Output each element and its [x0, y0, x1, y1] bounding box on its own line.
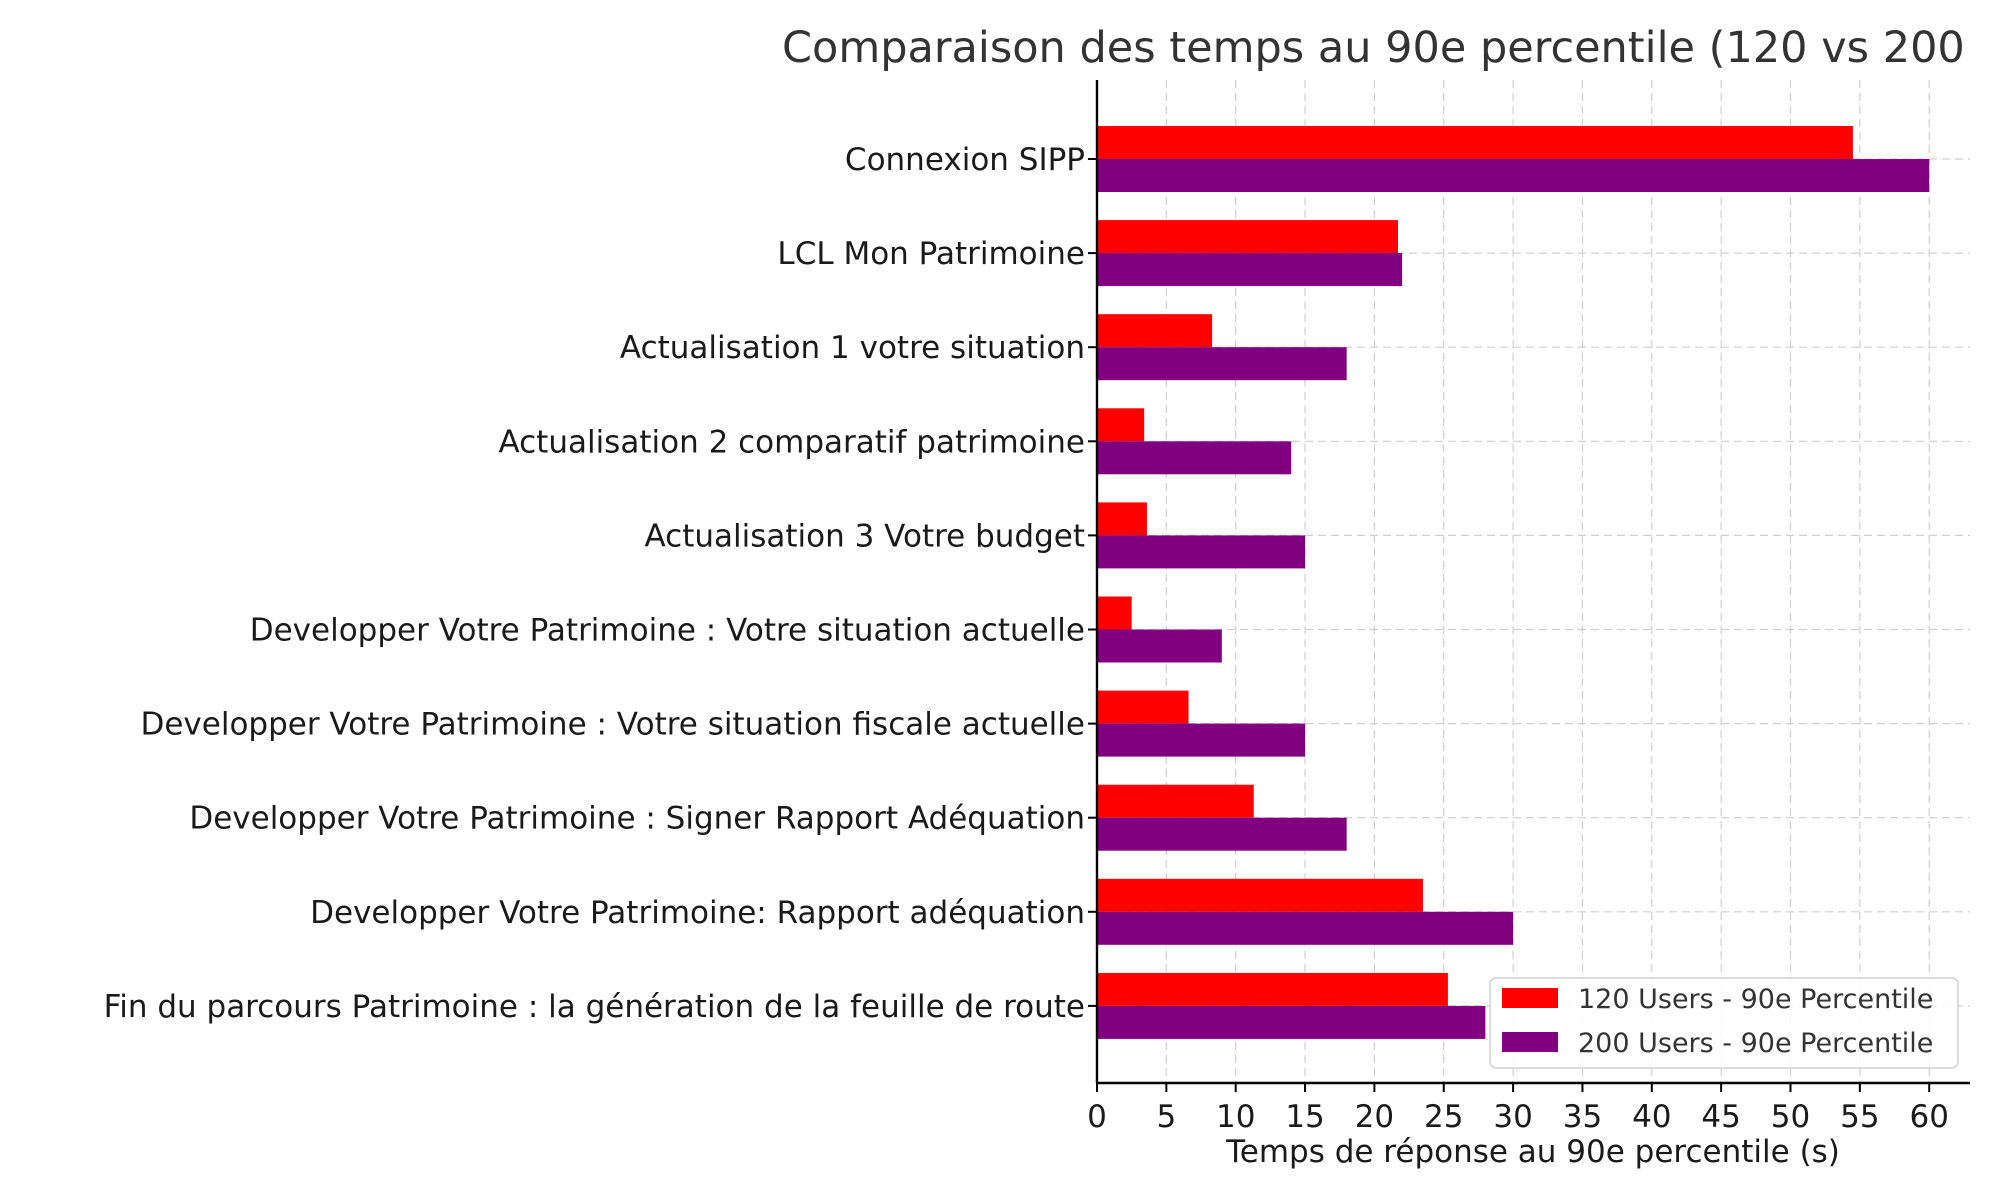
bar-200-users-90e-percentile-actualisation-1-votre-situation [1097, 347, 1347, 381]
x-tick-label: 25 [1424, 1099, 1463, 1135]
category-labels: Connexion SIPP LCL Mon Patrimoine Actualis… [104, 142, 1097, 1025]
bar-120-users-90e-percentile-developper-votre-patrimoine-votre-situation-fiscale-actuelle [1097, 690, 1189, 724]
category-label-connexion-sipp: Connexion SIPP [845, 142, 1085, 178]
bar-120-users-90e-percentile-developper-votre-patrimoine-votre-situation-actuelle [1097, 596, 1132, 630]
category-label-actualisation-1-votre-situation: Actualisation 1 votre situation [620, 330, 1085, 366]
bar-200-users-90e-percentile-actualisation-2-comparatif-patrimoine [1097, 441, 1292, 475]
x-tick-label: 60 [1909, 1099, 1948, 1135]
x-tick-label: 55 [1840, 1099, 1879, 1135]
x-tick-label: 10 [1216, 1099, 1255, 1135]
bar-200-users-90e-percentile-developper-votre-patrimoine-signer-rapport-adequation [1097, 817, 1347, 851]
x-tick-label: 45 [1701, 1099, 1740, 1135]
legend-frame [1489, 977, 1959, 1069]
bar-120-users-90e-percentile-lcl-mon-patrimoine [1097, 220, 1398, 254]
legend-swatch-120-users [1502, 988, 1558, 1008]
legend: 120 Users - 90e Percentile 200 Users - 9… [1489, 977, 1959, 1069]
legend-label-200-users: 200 Users - 90e Percentile [1578, 1028, 1933, 1059]
category-label-actualisation-2-comparatif-patrimoine: Actualisation 2 comparatif patrimoine [498, 424, 1085, 460]
x-axis-label: Temps de réponse au 90e percentile (s) [1225, 1134, 1840, 1170]
category-label-developper-votre-patrimoine-signer-rapport-adequation: Developper Votre Patrimoine : Signer Rap… [189, 801, 1085, 837]
x-tick-label: 35 [1563, 1099, 1602, 1135]
x-tick-label: 5 [1156, 1099, 1176, 1135]
category-label-actualisation-3-votre-budget: Actualisation 3 Votre budget [644, 518, 1085, 554]
bar-200-users-90e-percentile-fin-du-parcours-patrimoine-la-generation-de-la-feuille-de-route [1097, 1005, 1486, 1039]
bar-200-users-90e-percentile-developper-votre-patrimoine-votre-situation-fiscale-actuelle [1097, 723, 1306, 757]
bar-120-users-90e-percentile-actualisation-2-comparatif-patrimoine [1097, 408, 1145, 442]
bar-120-users-90e-percentile-developper-votre-patrimoine-rapport-adequation [1097, 878, 1423, 912]
bar-200-users-90e-percentile-developper-votre-patrimoine-votre-situation-actuelle [1097, 629, 1222, 663]
category-label-lcl-mon-patrimoine: LCL Mon Patrimoine [777, 236, 1085, 272]
bar-120-users-90e-percentile-fin-du-parcours-patrimoine-la-generation-de-la-feuille-de-route [1097, 972, 1448, 1006]
bar-200-users-90e-percentile-lcl-mon-patrimoine [1097, 253, 1403, 287]
x-tick-label: 0 [1087, 1099, 1107, 1135]
bar-200-users-90e-percentile-connexion-sipp [1097, 159, 1930, 192]
legend-label-120-users: 120 Users - 90e Percentile [1578, 984, 1933, 1015]
category-label-developper-votre-patrimoine-votre-situation-fiscale-actuelle: Developper Votre Patrimoine : Votre situ… [140, 707, 1085, 743]
x-tick-label: 20 [1355, 1099, 1394, 1135]
x-tick-labels: 0 5 10 15 20 25 30 35 40 45 50 55 60 [1087, 1083, 1949, 1135]
x-tick-label: 15 [1285, 1099, 1324, 1135]
axes [1095, 80, 1970, 1085]
category-label-fin-du-parcours-patrimoine-la-generation-de-la-feuille-de-route: Fin du parcours Patrimoine : la générati… [104, 989, 1085, 1025]
legend-swatch-200-users [1502, 1032, 1558, 1052]
bars [1097, 126, 1930, 1039]
bar-120-users-90e-percentile-actualisation-3-votre-budget [1097, 502, 1147, 536]
chart-title: Comparaison des temps au 90e percentile … [782, 23, 1965, 73]
x-tick-label: 30 [1493, 1099, 1532, 1135]
bar-200-users-90e-percentile-actualisation-3-votre-budget [1097, 535, 1306, 569]
bar-120-users-90e-percentile-developper-votre-patrimoine-signer-rapport-adequation [1097, 784, 1254, 818]
x-tick-label: 40 [1632, 1099, 1671, 1135]
bar-120-users-90e-percentile-actualisation-1-votre-situation [1097, 314, 1213, 348]
bar-120-users-90e-percentile-connexion-sipp [1097, 126, 1853, 159]
category-label-developper-votre-patrimoine-votre-situation-actuelle: Developper Votre Patrimoine : Votre situ… [250, 613, 1085, 649]
category-label-developper-votre-patrimoine-rapport-adequation: Developper Votre Patrimoine: Rapport adé… [310, 895, 1085, 931]
bar-200-users-90e-percentile-developper-votre-patrimoine-rapport-adequation [1097, 911, 1514, 945]
x-tick-label: 50 [1771, 1099, 1810, 1135]
